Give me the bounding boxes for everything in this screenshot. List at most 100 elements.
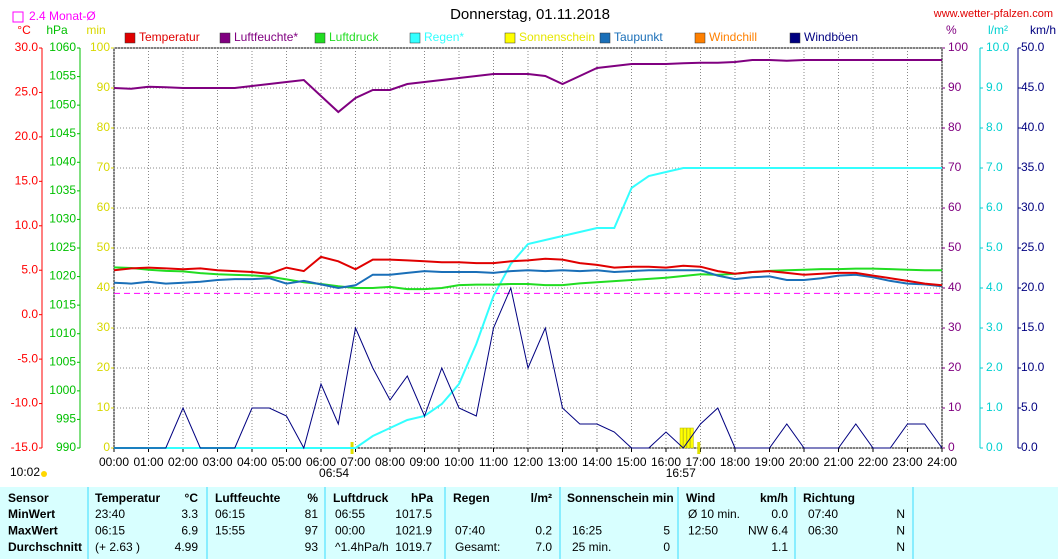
table-cell: 5	[663, 524, 670, 538]
legend-label: Windchill	[709, 30, 757, 44]
x-tick-label: 15:00	[616, 455, 646, 469]
legend-label: Windböen	[804, 30, 858, 44]
x-tick-label: 14:00	[582, 455, 612, 469]
y-tick-label: 45.0	[1021, 80, 1045, 94]
y-tick-label: 1010	[49, 326, 76, 340]
y-tick-label: 990	[56, 440, 76, 454]
y-tick-label: -15.0	[11, 440, 39, 454]
sun-icon	[41, 471, 47, 477]
y-tick-label: 9.0	[986, 80, 1003, 94]
y-tick-label: 1020	[49, 269, 76, 283]
y-tick-label: 25.0	[1021, 240, 1045, 254]
table-cell: 6.9	[181, 524, 198, 538]
y-tick-label: 1.0	[986, 400, 1003, 414]
y-tick-label: 3.0	[986, 320, 1003, 334]
row-label: MaxWert	[8, 524, 58, 538]
legend-label: Luftfeuchte*	[234, 30, 298, 44]
y-tick-label: 10.0	[986, 40, 1010, 54]
y-tick-label: 2.0	[986, 360, 1003, 374]
reference-label: 2.4 Monat-Ø	[29, 9, 96, 23]
x-tick-label: 05:00	[271, 455, 301, 469]
table-cell: 12:50	[688, 524, 718, 538]
legend-swatch	[219, 32, 231, 44]
y-tick-label: 30.0	[15, 40, 39, 54]
y-tick-label: 0.0	[21, 307, 38, 321]
x-tick-label: 20:00	[789, 455, 819, 469]
table-cell: 0.2	[535, 524, 552, 538]
y-tick-label: 30	[948, 320, 962, 334]
y-tick-label: 50	[97, 240, 111, 254]
y-tick-label: 1055	[49, 69, 76, 83]
table-header: hPa	[411, 491, 433, 505]
legend-label: Sonnenschein	[519, 30, 595, 44]
table-header: Wind	[686, 491, 715, 505]
y-tick-label: -5.0	[17, 351, 38, 365]
y-tick-label: 1050	[49, 97, 76, 111]
legend-label: Luftdruck	[329, 30, 379, 44]
legend-label: Taupunkt	[614, 30, 663, 44]
y-tick-label: 0.0	[1021, 440, 1038, 454]
x-tick-label: 04:00	[237, 455, 267, 469]
y-tick-label: 4.0	[986, 280, 1003, 294]
table-cell: 7.0	[535, 540, 552, 554]
axis-unit: min	[86, 23, 105, 37]
legend-swatch	[314, 32, 326, 44]
table-cell: 81	[305, 507, 319, 521]
table-cell: Gesamt:	[455, 540, 500, 554]
series-line	[113, 266, 942, 291]
legend-swatch	[504, 32, 516, 44]
sunshine-bar	[679, 427, 684, 449]
y-tick-label: 1030	[49, 212, 76, 226]
table-header: Luftfeuchte	[215, 491, 281, 505]
y-tick-label: 0	[948, 440, 955, 454]
table-cell: 23:40	[95, 507, 125, 521]
y-tick-label: 20.0	[15, 129, 39, 143]
chart-title: Donnerstag, 01.11.2018	[450, 6, 610, 23]
legend-label: Temperatur	[139, 30, 200, 44]
y-tick-label: 1000	[49, 383, 76, 397]
y-tick-label: 20	[948, 360, 962, 374]
x-tick-label: 02:00	[168, 455, 198, 469]
y-tick-label: 20	[97, 360, 111, 374]
y-tick-label: 100	[90, 40, 110, 54]
y-tick-label: 10	[97, 400, 111, 414]
table-header: Sensor	[8, 491, 49, 505]
axis-unit: l/m²	[988, 23, 1008, 37]
table-header: Temperatur	[95, 491, 160, 505]
y-tick-label: 50.0	[1021, 40, 1045, 54]
x-tick-label: 08:00	[375, 455, 405, 469]
axis-unit: hPa	[46, 23, 68, 37]
table-cell: N	[896, 540, 905, 554]
y-tick-label: 20.0	[1021, 280, 1045, 294]
y-tick-label: 100	[948, 40, 968, 54]
table-header: Luftdruck	[333, 491, 389, 505]
x-tick-label: 16:00	[651, 455, 681, 469]
row-label: Durchschnitt	[8, 540, 82, 554]
y-tick-label: 1035	[49, 183, 76, 197]
table-cell: ^1.4hPa/h	[335, 540, 389, 554]
y-tick-label: 8.0	[986, 120, 1003, 134]
sunrise-label: 06:54	[319, 466, 349, 480]
y-tick-label: 25.0	[15, 85, 39, 99]
table-cell: 1017.5	[395, 507, 432, 521]
series-line	[113, 269, 943, 290]
y-tick-label: 5.0	[986, 240, 1003, 254]
table-cell: 06:15	[95, 524, 125, 538]
y-tick-label: 15.0	[15, 174, 39, 188]
y-tick-label: 30	[97, 320, 111, 334]
table-cell: 3.3	[181, 507, 198, 521]
table-cell: 07:40	[808, 507, 838, 521]
x-tick-label: 24:00	[927, 455, 957, 469]
table-cell: Ø 10 min.	[688, 507, 740, 521]
y-tick-label: 40.0	[1021, 120, 1045, 134]
axis-unit: km/h	[1030, 23, 1056, 37]
y-tick-label: 10	[948, 400, 962, 414]
y-tick-label: 70	[97, 160, 111, 174]
y-tick-label: 995	[56, 412, 76, 426]
y-tick-label: 0	[103, 440, 110, 454]
table-cell: 16:25	[572, 524, 602, 538]
x-tick-label: 21:00	[823, 455, 853, 469]
y-tick-label: 10.0	[1021, 360, 1045, 374]
